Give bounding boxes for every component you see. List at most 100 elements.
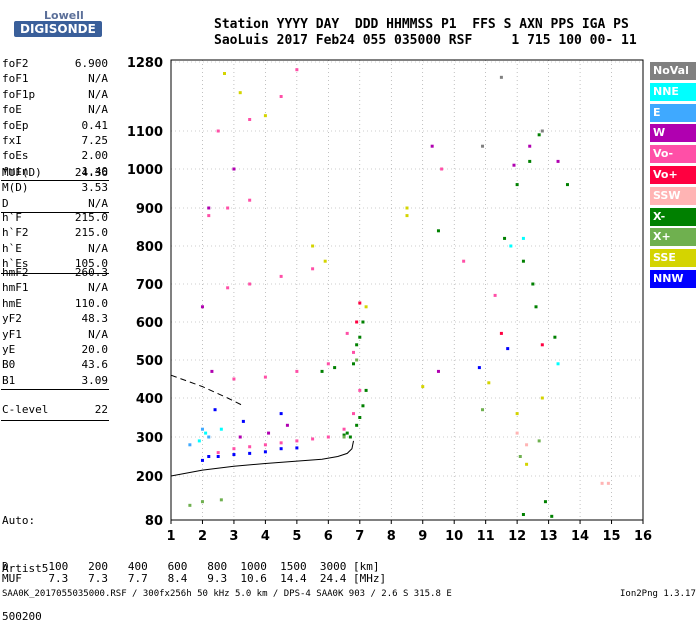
echo-point-vo- — [295, 68, 299, 72]
y-tick-label: 600 — [136, 316, 163, 331]
echo-point-x- — [436, 229, 440, 233]
echo-point-vo- — [358, 301, 362, 305]
echo-point-vo- — [248, 198, 252, 202]
param-h-e: h`E N/A — [2, 242, 108, 256]
header-values: SaoLuis 2017 Feb24 055 035000 RSF 1 715 … — [214, 33, 637, 48]
legend-item-ssw: SSW — [650, 186, 696, 205]
y-tick-label: 1100 — [127, 125, 163, 140]
param-separator — [1, 212, 109, 214]
param-value: 105.0 — [74, 257, 108, 271]
echo-point-x- — [553, 335, 557, 339]
echo-point-x- — [358, 416, 362, 419]
y-tick-label: 1280 — [127, 56, 163, 71]
param-h-es: h`Es 105.0 — [2, 257, 108, 271]
echo-point-x- — [543, 500, 547, 504]
echo-point-vo- — [499, 331, 503, 335]
param-yf1: yF1 N/A — [2, 328, 108, 342]
plot-frame — [170, 59, 644, 521]
ionogram-chart: 1 2 3 4 5 6 7 8 9 10 11 12 13 14 15 16 8020030040050060… — [127, 56, 652, 544]
grid-layer — [170, 60, 644, 521]
x-tick-label: 7 — [355, 529, 364, 544]
echo-point-x- — [342, 435, 346, 439]
echo-point-x- — [565, 183, 569, 187]
y-tick-label: 900 — [136, 202, 163, 217]
echo-point-nnw — [207, 455, 211, 458]
echo-point-x- — [481, 408, 485, 412]
param-name: yF1 — [2, 327, 22, 341]
param-m-d-: M(D) 3.53 — [2, 181, 108, 195]
echo-point-nnw — [248, 451, 252, 455]
param-separator — [1, 272, 109, 274]
echo-point-sse — [515, 412, 519, 416]
param-name: foE — [2, 103, 22, 117]
echo-point-x- — [200, 500, 204, 504]
echo-point-w — [267, 431, 271, 435]
y-tick-label: 200 — [136, 470, 163, 485]
legend-item-x-: X+ — [650, 228, 696, 247]
param-name: D — [2, 196, 9, 210]
echo-point-nne — [521, 236, 525, 240]
echo-point-vo- — [440, 167, 444, 171]
param-separator — [1, 389, 109, 391]
param-value: N/A — [88, 327, 108, 341]
param-value: 260.3 — [74, 266, 108, 279]
echo-point-nnw — [200, 458, 204, 462]
param-name: foF2 — [2, 57, 29, 70]
echo-point-x- — [521, 513, 525, 516]
echo-point-w — [285, 423, 289, 427]
echo-point-x- — [550, 514, 554, 518]
echo-point-vo- — [216, 129, 220, 133]
profile-trace-solid — [170, 440, 354, 477]
param-fof1: foF1 N/A — [2, 72, 108, 86]
echo-point-sse — [487, 381, 491, 385]
param-fof1p: foF1p N/A — [2, 88, 108, 102]
muf-row: MUF 7.3 7.3 7.7 8.4 9.3 10.6 14.4 24.4 [… — [2, 572, 387, 585]
param-hmf1: hmF1 N/A — [2, 281, 108, 295]
echo-point-x- — [361, 320, 365, 324]
echo-point-nnw — [295, 446, 299, 450]
echo-point-w — [238, 435, 242, 439]
param-value: 0.41 — [81, 118, 109, 132]
echo-point-w — [512, 163, 516, 167]
param-b0: B0 43.6 — [2, 358, 108, 372]
echo-point-noval — [540, 129, 544, 133]
x-tick-label: 12 — [508, 529, 526, 544]
echo-point-nnw — [279, 447, 283, 451]
echo-point-sse — [323, 259, 327, 263]
echo-point-x- — [355, 343, 359, 347]
echo-point-vo- — [326, 435, 330, 439]
legend-item-w: W — [650, 124, 696, 143]
y-tick-label: 500 — [136, 354, 163, 369]
echo-point-vo- — [295, 439, 299, 443]
echo-point-vo- — [248, 282, 252, 286]
x-tick-label: 13 — [540, 529, 558, 544]
echo-point-e — [207, 435, 211, 439]
x-tick-label: 11 — [477, 529, 495, 544]
param-value: 110.0 — [74, 296, 108, 310]
param-name: foF1p — [2, 87, 36, 101]
echo-point-vo- — [326, 362, 330, 366]
echo-point-sse — [405, 214, 409, 218]
param-name: fxI — [2, 134, 22, 147]
y-tick-label: 300 — [136, 431, 163, 446]
echo-point-x- — [503, 236, 507, 240]
legend-item-x-: X- — [650, 207, 696, 226]
echo-point-sse — [364, 305, 368, 309]
echo-point-x- — [518, 455, 522, 458]
param-value: 6.900 — [74, 57, 108, 70]
param-value: 3.53 — [81, 181, 109, 195]
y-tick-label: 1000 — [127, 163, 163, 178]
param-name: h`E — [2, 241, 22, 255]
x-tick-label: 15 — [602, 529, 620, 544]
echo-point-nnw — [241, 419, 245, 423]
echo-point-x- — [515, 183, 519, 187]
param-separator — [1, 180, 109, 182]
echo-point-vo- — [248, 445, 252, 449]
echo-point-sse — [311, 244, 315, 248]
x-tick-label: 2 — [198, 529, 207, 544]
param-foe: foE N/A — [2, 103, 108, 117]
param-name: hmE — [2, 296, 22, 310]
echo-point-vo- — [279, 95, 283, 98]
echo-point-ssw — [600, 481, 604, 485]
echo-point-x- — [537, 439, 541, 443]
